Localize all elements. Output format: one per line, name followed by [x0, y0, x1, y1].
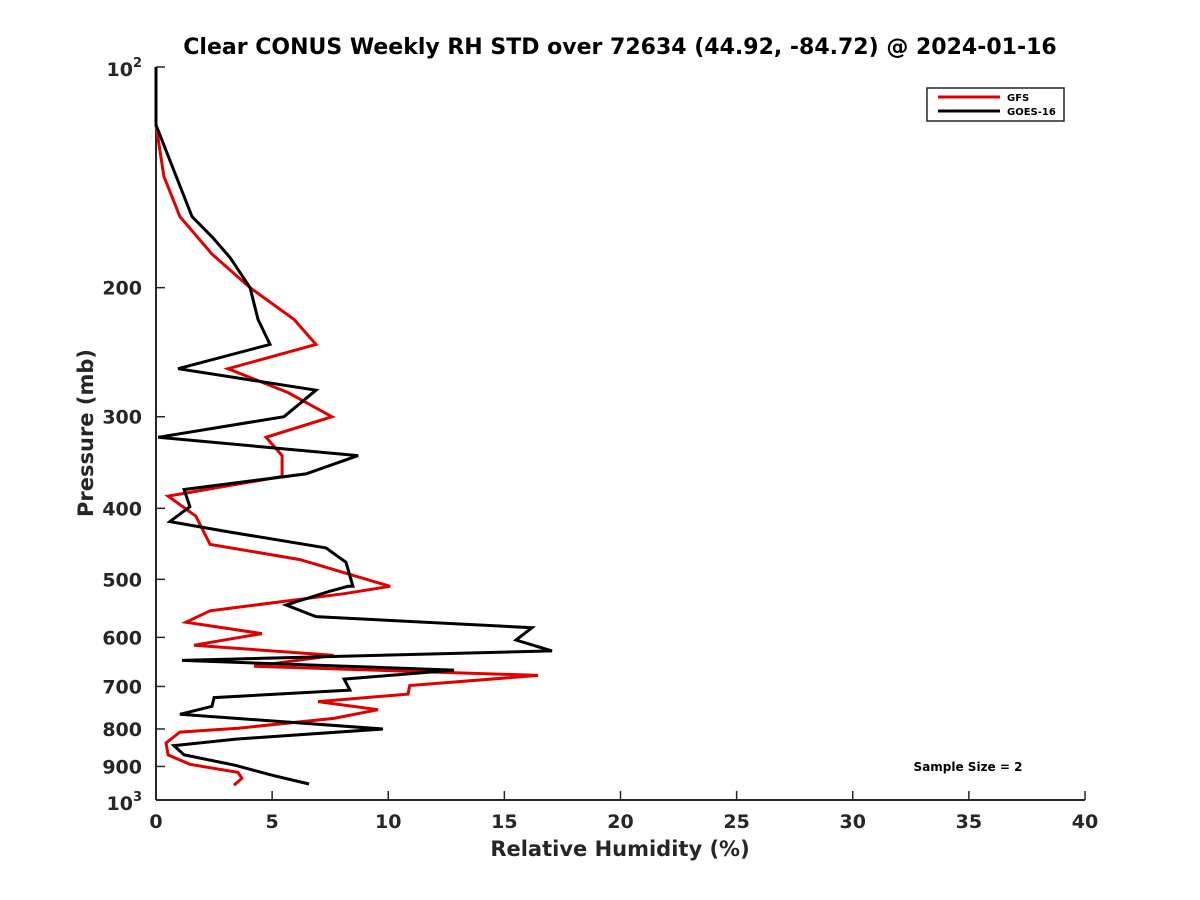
- x-tick-label: 30: [840, 811, 866, 833]
- y-tick-label: 900: [102, 756, 142, 778]
- series-group: [154, 67, 553, 787]
- x-ticks: 0 5 10 15 20 25 30 35 40: [149, 791, 1098, 833]
- y-tick-label-top-exp: 2: [133, 56, 142, 71]
- legend-label-goes16: GOES-16: [1007, 107, 1056, 118]
- series-line-gfs: [154, 124, 539, 787]
- y-tick-label-bottom: 103: [107, 790, 143, 815]
- y-tick-label: 500: [102, 569, 142, 591]
- y-tick-label: 600: [102, 627, 142, 649]
- legend-label-gfs: GFS: [1007, 93, 1029, 104]
- x-tick-label: 0: [149, 811, 162, 833]
- x-tick-label: 10: [375, 811, 401, 833]
- x-tick-label: 15: [491, 811, 517, 833]
- y-tick-label-top: 102: [107, 56, 143, 81]
- y-tick-label: 800: [102, 719, 142, 741]
- y-tick-label: 200: [102, 278, 142, 300]
- y-tick-label: 300: [102, 407, 142, 429]
- x-axis-label: Relative Humidity (%): [490, 837, 749, 861]
- sample-size-annotation: Sample Size = 2: [914, 760, 1023, 774]
- legend-box: [926, 87, 1065, 122]
- x-tick-label: 40: [1072, 811, 1098, 833]
- y-tick-label: 700: [102, 676, 142, 698]
- chart-title: Clear CONUS Weekly RH STD over 72634 (44…: [183, 35, 1056, 60]
- x-tick-label: 25: [723, 811, 749, 833]
- x-tick-label: 5: [266, 811, 279, 833]
- y-ticks: 200 300 400 500 600 700 800 900: [102, 66, 165, 801]
- axes: [155, 67, 1085, 801]
- y-tick-label-bottom-exp: 3: [133, 790, 142, 805]
- series-line-goes16: [154, 67, 553, 786]
- x-tick-label: 20: [607, 811, 633, 833]
- x-tick-label: 35: [956, 811, 982, 833]
- y-axis-label: Pressure (mb): [74, 349, 98, 517]
- y-tick-label: 400: [102, 498, 142, 520]
- legend: GFS GOES-16: [926, 87, 1065, 122]
